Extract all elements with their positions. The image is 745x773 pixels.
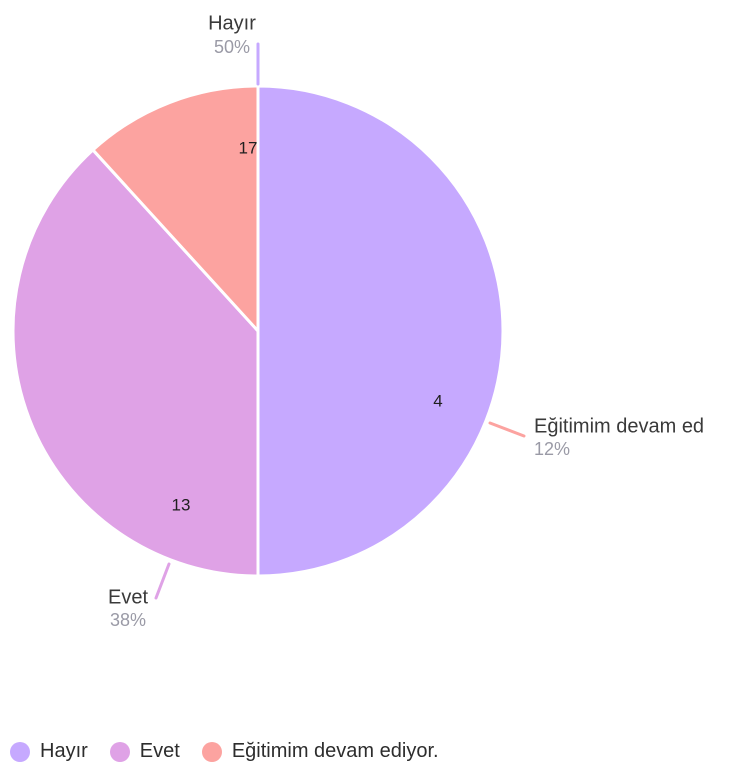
slice-value-label-evet: 13 (172, 495, 191, 514)
pie-slice-hayir[interactable] (256, 84, 505, 578)
legend-item-evet[interactable]: Evet (109, 740, 180, 763)
callout-percent-egitimim-devam-ediyor: 12% (534, 439, 570, 459)
callout-name-evet: Evet (108, 586, 148, 608)
callout-name-hayir: Hayır (208, 12, 256, 34)
pie-slice-evet[interactable] (11, 148, 260, 578)
callout-percent-hayir: 50% (214, 37, 250, 57)
legend-item-hayir[interactable]: Hayır (10, 740, 88, 763)
callout-percent-evet: 38% (110, 610, 146, 630)
legend-swatch-evet (109, 741, 130, 762)
legend-label-hayir: Hayır (40, 740, 88, 762)
slice-value-label-egitimim-devam-ediyor: 4 (433, 391, 442, 410)
leader-line-egitimim-devam-ediyor (488, 421, 526, 438)
pie-slice-egitimim-devam-ediyor[interactable] (91, 84, 260, 333)
legend-swatch-hayir (10, 741, 30, 762)
pie-slices (11, 84, 505, 578)
legend-swatch-egitimim-devam-ediyor (201, 741, 222, 762)
callout-name-egitimim-devam-ediyor: Eğitimim devam ed (534, 415, 704, 437)
legend-label-evet: Evet (139, 740, 180, 762)
legend-item-egitimim-devam-ediyor[interactable]: Eğitimim devam ediyor. (201, 740, 439, 763)
legend-label-egitimim-devam-ediyor: Eğitimim devam ediyor. (231, 740, 439, 762)
leader-line-evet (154, 562, 171, 600)
legend: Hayır Evet Eğitimim devam ediyor. (10, 740, 461, 763)
slice-value-label-hayir: 17 (239, 138, 258, 157)
